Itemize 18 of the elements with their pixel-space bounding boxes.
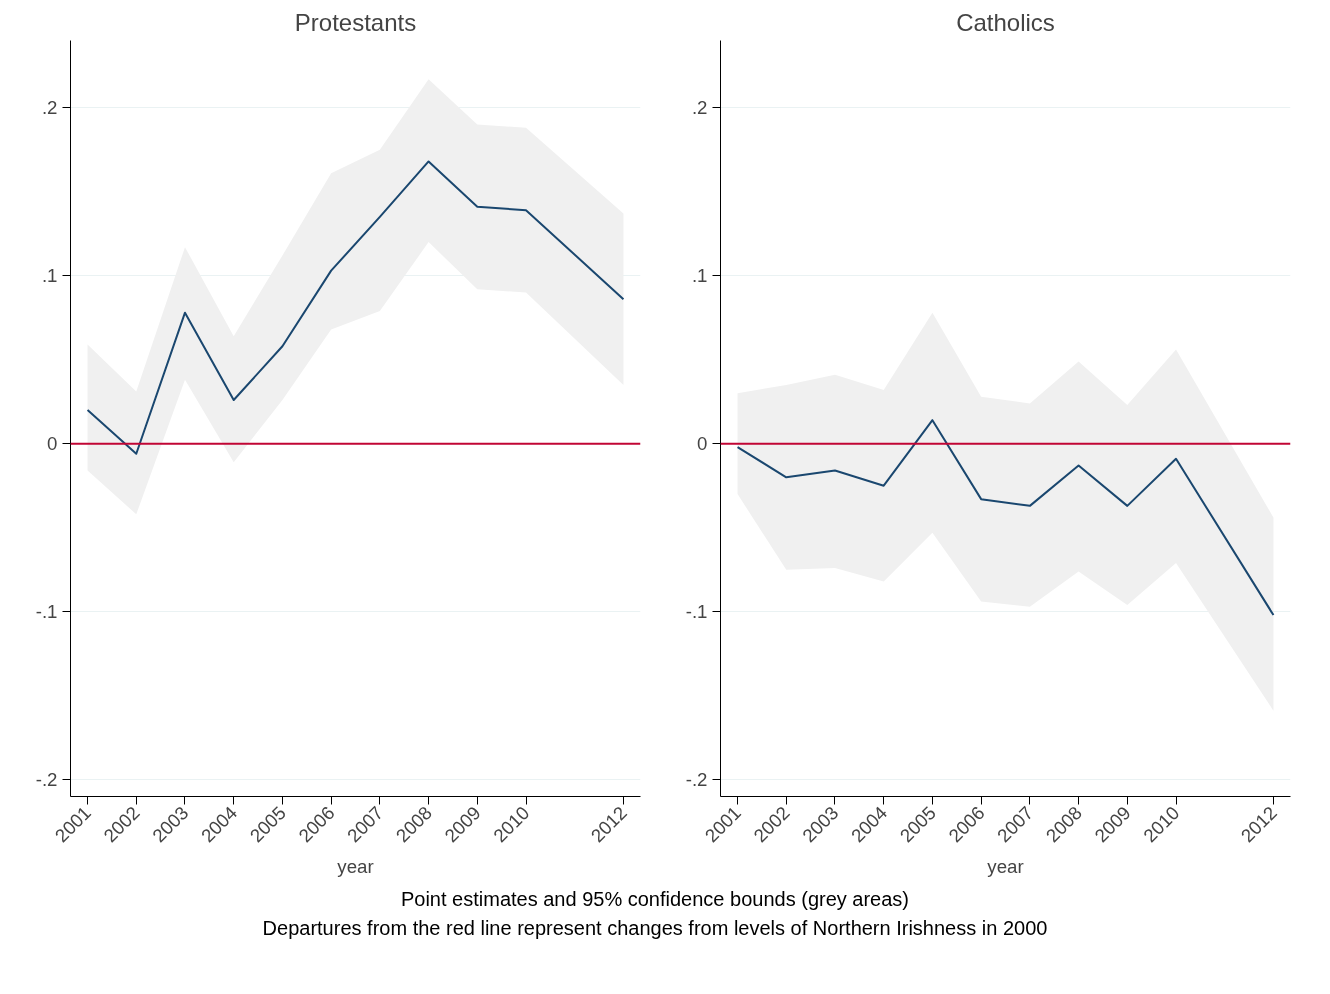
line-series <box>736 419 1275 617</box>
y-tick-label: -.1 <box>685 601 708 623</box>
y-tick-label: .2 <box>41 97 58 119</box>
y-tick-label: .1 <box>41 265 58 287</box>
chart-title: Catholics <box>956 8 1055 36</box>
x-axis-title: year <box>337 856 374 878</box>
text: Point estimates and 95% confidence bounds (grey areas) <box>399 887 911 912</box>
y-tick-label: -.2 <box>35 769 58 791</box>
y-tick-label: .1 <box>691 265 708 287</box>
y-tick-label: 0 <box>47 433 58 455</box>
y-tick-label: -.1 <box>35 601 58 623</box>
y-tick-label: -.2 <box>685 769 708 791</box>
y-tick-label: .2 <box>691 97 708 119</box>
y-tick-label: 0 <box>697 433 708 455</box>
line-series <box>86 160 625 455</box>
text: Departures from the red line represent changes from levels of Northern Irishness in 2000 <box>261 915 1049 941</box>
chart-title: Protestants <box>294 8 417 36</box>
x-axis-title: year <box>987 856 1024 878</box>
